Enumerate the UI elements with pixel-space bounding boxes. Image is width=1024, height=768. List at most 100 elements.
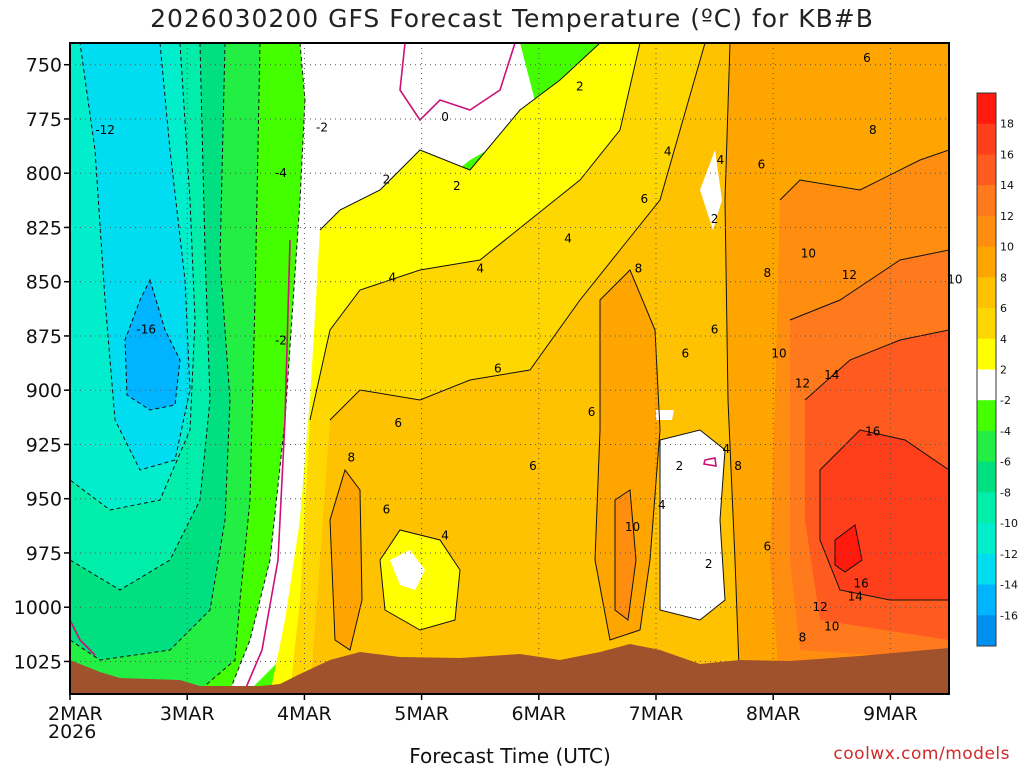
contour-label: 6 xyxy=(681,346,689,360)
contour-label: 10 xyxy=(771,346,786,360)
pocket-near-freezing-2 xyxy=(660,430,725,620)
y-tick-label: 750 xyxy=(26,55,62,77)
contour-label: 10 xyxy=(824,620,839,634)
contour-label: 12 xyxy=(795,377,810,391)
contour-label: 10 xyxy=(625,520,640,534)
y-tick-label: 875 xyxy=(26,326,62,348)
contour-label: 4 xyxy=(722,442,730,456)
colorbar-tick-label: -16 xyxy=(1000,609,1018,622)
colorbar-tick-label: -14 xyxy=(1000,579,1018,592)
colorbar-swatch xyxy=(977,492,996,524)
plot-frame xyxy=(69,42,950,695)
pocket-8-center xyxy=(595,270,660,640)
colorbar-swatch xyxy=(977,400,996,432)
contour-label: 6 xyxy=(383,503,391,517)
colorbar-tick-label: -4 xyxy=(1000,425,1011,438)
y-tick-label: 825 xyxy=(26,217,62,239)
contour-label: 4 xyxy=(717,153,725,167)
colorbar-tick-label: 8 xyxy=(1000,271,1007,284)
contour-label: 14 xyxy=(848,589,863,603)
colorbar-swatch xyxy=(977,553,996,586)
contour-label: -16 xyxy=(136,322,156,336)
colorbar-tick-label: -6 xyxy=(1000,456,1011,469)
y-tick-label: 975 xyxy=(26,543,62,565)
contour-label: -4 xyxy=(275,166,287,180)
colorbar-swatch xyxy=(977,215,996,248)
contour-label: 4 xyxy=(441,529,449,543)
contour-label: 6 xyxy=(640,192,648,206)
contour-label: 8 xyxy=(347,450,355,464)
colorbar-tick-label: 6 xyxy=(1000,302,1007,315)
contour-label: -2 xyxy=(275,333,287,347)
pocket-10-center xyxy=(615,490,636,620)
contour-label: 2 xyxy=(576,79,584,93)
contour-label: 2 xyxy=(705,557,713,571)
contour-label: 4 xyxy=(658,498,666,512)
contour-label: 6 xyxy=(863,51,871,65)
freezing-contour-lines xyxy=(70,43,717,691)
x-tick-label: 5MAR xyxy=(394,703,449,725)
colorbar: 18 16 14 12 10 8 6 4 2 -2 -4 -6 -8 -10 -12 -14 -16 xyxy=(976,92,1018,647)
x-tick-label: 8MAR xyxy=(746,703,801,725)
colorbar-swatch xyxy=(977,93,996,125)
colorbar-tick-label: 18 xyxy=(1000,118,1014,131)
contour-label: 6 xyxy=(494,362,502,376)
colorbar-tick-label: 2 xyxy=(1000,364,1007,377)
x-tick-label: 2MAR xyxy=(48,703,103,725)
gridlines xyxy=(70,43,949,694)
colorbar-swatch xyxy=(977,615,996,647)
colorbar-swatch xyxy=(977,123,996,155)
x-tick-label: 4MAR xyxy=(277,703,332,725)
contour-label: 4 xyxy=(664,145,672,159)
contour-label: -2 xyxy=(316,121,328,135)
contour-label: 8 xyxy=(635,262,643,276)
contour-label: 6 xyxy=(529,459,537,473)
x-tick-label: 3MAR xyxy=(160,703,215,725)
chart-title: 2026030200 GFS Forecast Temperature (ºC)… xyxy=(150,4,874,33)
pocket-8-left xyxy=(330,470,362,650)
y-tick-label: 900 xyxy=(26,380,62,402)
colorbar-swatch xyxy=(977,154,996,186)
contour-label: 6 xyxy=(764,539,772,553)
contour-label: 2 xyxy=(711,212,719,226)
contour-label: 2 xyxy=(676,459,684,473)
field-minus14-to-minus16 xyxy=(125,280,180,410)
pocket-near-freezing-1 xyxy=(390,550,425,590)
colorbar-frame xyxy=(976,92,997,647)
colorbar-tick-label: -2 xyxy=(1000,394,1011,407)
contour-label: 6 xyxy=(711,322,719,336)
y-tick-label: 775 xyxy=(26,109,62,131)
plot-area xyxy=(70,43,949,694)
contour-label: 14 xyxy=(824,368,839,382)
x-tick-label: 6MAR xyxy=(511,703,566,725)
contour-label: 6 xyxy=(394,416,402,430)
contour-labels: -12 -2 -4 -2 0 2 2 2 2 2 2 4 4 4 4 4 4 4 4 6 6 6 6 6 6 6 6 6 6 6 8 8 8 8 8… xyxy=(95,51,962,644)
colorbar-tick-label: 4 xyxy=(1000,333,1007,346)
colorbar-tick-label: -8 xyxy=(1000,486,1011,499)
contour-label: 16 xyxy=(865,424,880,438)
x-axis: 2MAR 3MAR 4MAR 5MAR 6MAR 7MAR 8MAR 9MAR 2026 xyxy=(48,694,918,743)
contour-label: 10 xyxy=(947,273,962,287)
contour-label: 0 xyxy=(441,110,449,124)
colorbar-swatch xyxy=(977,461,996,493)
contour-label: 12 xyxy=(842,268,857,282)
x-tick-label: 9MAR xyxy=(863,703,918,725)
y-tick-label: 950 xyxy=(26,489,62,511)
colorbar-swatch xyxy=(977,338,996,370)
contour-label: 2 xyxy=(383,173,391,187)
contour-label: 8 xyxy=(734,459,742,473)
colorbar-swatch xyxy=(977,308,996,340)
colorbar-tick-label: 16 xyxy=(1000,148,1014,161)
x-tick-label: 7MAR xyxy=(629,703,684,725)
colorbar-swatch xyxy=(977,246,996,278)
colorbar-tick-label: 12 xyxy=(1000,210,1014,223)
colorbar-swatch xyxy=(977,277,996,309)
x-axis-label: Forecast Time (UTC) xyxy=(409,744,611,768)
colorbar-tick-label: 10 xyxy=(1000,241,1014,254)
negative-contour-lines xyxy=(70,43,306,691)
colorbar-tick-label: 14 xyxy=(1000,179,1014,192)
contour-label: 2 xyxy=(453,179,461,193)
credit-text: coolwx.com/models xyxy=(833,744,1010,764)
